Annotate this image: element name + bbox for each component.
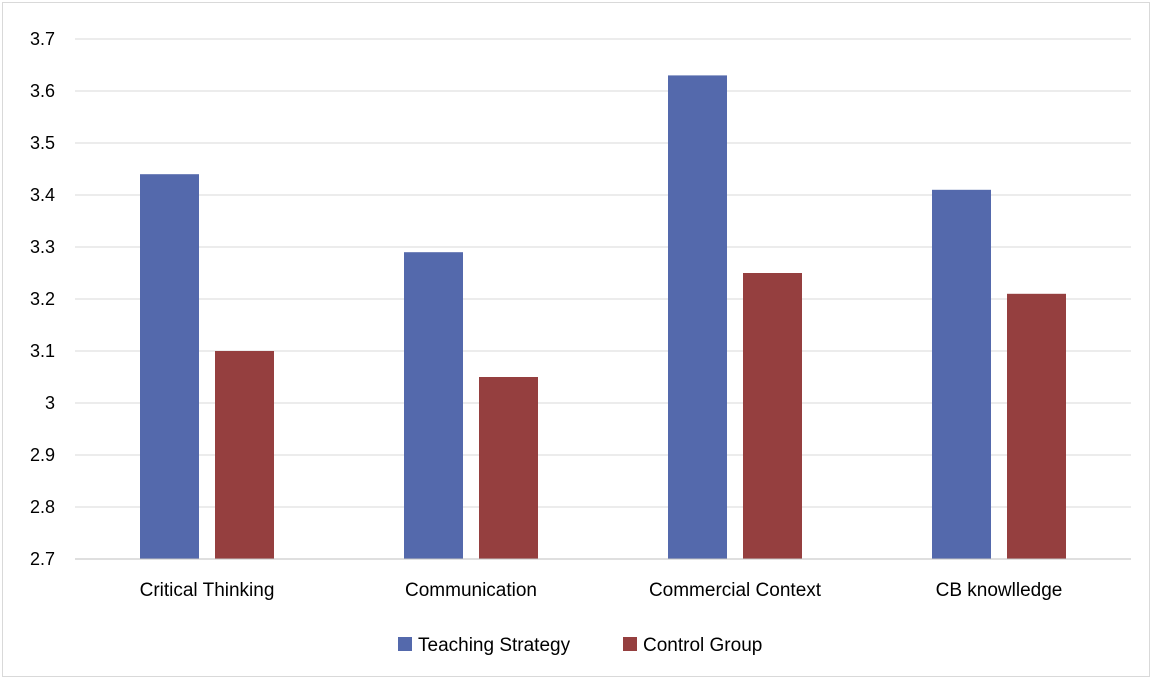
legend-label: Control Group <box>643 635 762 656</box>
x-category-label: Communication <box>405 580 537 601</box>
bar-control-group <box>743 273 802 559</box>
x-axis-categories: Critical Thinking Communication Commercial… <box>140 580 1063 601</box>
y-tick-label: 3.1 <box>30 341 55 361</box>
y-tick-label: 3 <box>45 393 55 413</box>
y-tick-label: 2.7 <box>30 549 55 569</box>
y-tick-label: 3.6 <box>30 81 55 101</box>
bar-teaching-strategy <box>668 75 727 560</box>
bar-teaching-strategy <box>404 252 463 559</box>
y-axis-ticks: 2.7 2.8 2.9 3 3.1 3.2 3.3 3.4 3.5 3.6 3.7 <box>30 29 55 569</box>
x-category-label: Commercial Context <box>649 580 822 601</box>
bar-control-group <box>1007 293 1066 559</box>
bar-teaching-strategy <box>932 189 991 560</box>
y-tick-label: 3.2 <box>30 289 55 309</box>
y-tick-label: 2.9 <box>30 445 55 465</box>
bar-teaching-strategy <box>140 174 199 559</box>
bar-control-group <box>479 377 538 559</box>
y-tick-label: 3.3 <box>30 237 55 257</box>
legend-swatch <box>398 637 412 651</box>
bars <box>140 75 1066 560</box>
legend-swatch <box>623 637 637 651</box>
legend-label: Teaching Strategy <box>418 635 571 656</box>
x-category-label: CB knowlledge <box>936 580 1063 601</box>
y-tick-label: 3.5 <box>30 133 55 153</box>
bar-control-group <box>215 351 274 559</box>
y-tick-label: 3.4 <box>30 185 55 205</box>
x-category-label: Critical Thinking <box>140 580 275 601</box>
y-tick-label: 3.7 <box>30 29 55 49</box>
y-tick-label: 2.8 <box>30 497 55 517</box>
legend: Teaching Strategy Control Group <box>398 635 762 656</box>
